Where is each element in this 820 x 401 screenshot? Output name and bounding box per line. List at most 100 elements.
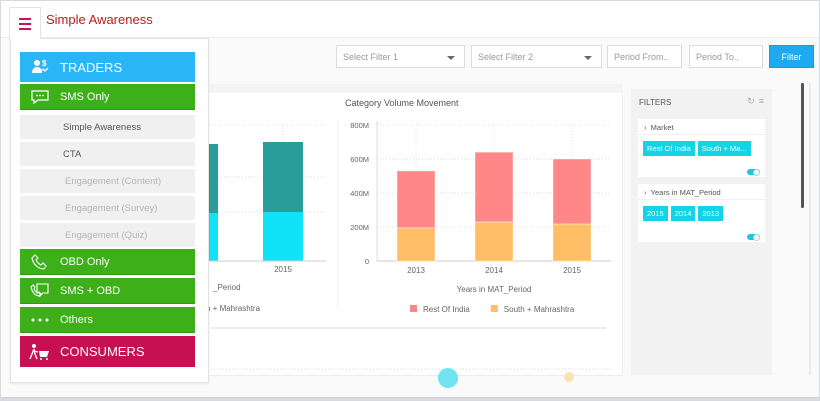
filters-panel: FILTERS ↻ ≡ › Market Rest Of India South…	[631, 89, 772, 375]
filter-card-title: Years in MAT_Period	[650, 188, 721, 197]
left-x-tick: 2015	[274, 265, 292, 274]
legend-swatch	[410, 305, 417, 312]
menu-item-traders[interactable]: $ TRADERS	[20, 52, 195, 82]
left-legend-text: h + Mahrashtra	[206, 304, 261, 313]
menu-item-label: Engagement (Content)	[65, 175, 162, 187]
filter1-placeholder: Select Filter 1	[343, 52, 399, 62]
filter2-placeholder: Select Filter 2	[478, 52, 534, 62]
chart-title: Category Volume Movement	[345, 98, 459, 108]
left-axis-title: _Period	[212, 283, 241, 292]
menu-item-sms-obd[interactable]: SMS + OBD	[20, 278, 195, 304]
bar-segment	[552, 158, 592, 225]
phone-chat-icon	[20, 282, 60, 300]
menu-item-label: SMS Only	[60, 90, 110, 103]
y-tick-label: 800M	[350, 121, 369, 130]
chevron-down-icon	[584, 56, 592, 60]
menu-item-engagement-content[interactable]: Engagement (Content)	[20, 169, 195, 193]
bubble-point	[564, 372, 574, 382]
period-to-placeholder: Period To..	[696, 52, 739, 62]
x-tick-label: 2013	[407, 266, 425, 275]
more-dots-icon	[20, 317, 60, 323]
menu-item-obd-only[interactable]: OBD Only	[20, 249, 195, 275]
menu-item-others[interactable]: Others	[20, 307, 195, 333]
svg-text:$: $	[42, 59, 47, 68]
menu-item-label: CONSUMERS	[60, 344, 145, 359]
menu-item-label: SMS + OBD	[60, 284, 121, 297]
filter-chip[interactable]: 2013	[698, 206, 724, 221]
legend-swatch	[490, 305, 498, 312]
left-bar-light	[206, 213, 218, 261]
navigation-menu: $ TRADERS SMS Only Simple Awareness CTA …	[10, 38, 209, 383]
y-tick-label: 600M	[350, 155, 369, 164]
bar-segment	[474, 151, 514, 223]
left-bar-dark	[206, 144, 218, 213]
top-bar: Simple Awareness	[1, 1, 819, 38]
years-toggle[interactable]	[747, 233, 760, 241]
period-to-input[interactable]: Period To..	[689, 45, 763, 68]
bottom-chart-partial	[211, 327, 613, 388]
menu-item-sms-only[interactable]: SMS Only	[20, 84, 195, 110]
y-tick-label: 0	[365, 257, 369, 266]
menu-item-label: Engagement (Quiz)	[65, 229, 148, 241]
menu-item-label: Others	[60, 313, 94, 326]
menu-item-cta[interactable]: CTA	[20, 142, 195, 166]
filter-chip[interactable]: 2015	[643, 206, 668, 221]
filter-card-header[interactable]: › Market	[638, 119, 765, 135]
filter-chip[interactable]: 2014	[670, 206, 696, 221]
filter1-select[interactable]: Select Filter 1	[336, 45, 465, 68]
menu-item-engagement-quiz[interactable]: Engagement (Quiz)	[20, 223, 195, 247]
menu-item-engagement-survey[interactable]: Engagement (Survey)	[20, 196, 195, 220]
legend-label: South + Mahrashtra	[504, 305, 575, 314]
x-tick-label: 2015	[563, 266, 581, 275]
scrollbar-track	[809, 83, 811, 375]
filter2-select[interactable]: Select Filter 2	[471, 45, 602, 68]
filter-chip[interactable]: Rest Of India	[643, 141, 695, 156]
filter-chip[interactable]: South + Ma...	[697, 141, 751, 156]
traders-icon: $	[20, 58, 60, 76]
period-from-input[interactable]: Period From..	[607, 45, 682, 68]
category-volume-chart: 0 200M 400M 600M 800M 2013 2014 2015 Years in MA…	[350, 121, 611, 314]
bar-segment	[552, 223, 592, 262]
market-toggle[interactable]	[747, 168, 760, 176]
page-title: Simple Awareness	[46, 12, 153, 27]
hamburger-icon	[19, 16, 31, 31]
bar-segment	[474, 221, 514, 262]
filter-card-title: Market	[650, 123, 674, 132]
x-axis-title: Years in MAT_Period	[457, 285, 532, 294]
period-from-placeholder: Period From..	[614, 52, 669, 62]
filter-button[interactable]: Filter	[769, 45, 814, 68]
list-icon[interactable]: ≡	[758, 96, 764, 106]
bar-segment	[396, 170, 436, 229]
menu-item-label: Simple Awareness	[63, 121, 141, 133]
content-header-strip	[11, 84, 623, 93]
shopping-cart-person-icon	[20, 343, 60, 361]
refresh-icon[interactable]: ↻	[747, 96, 755, 106]
menu-item-label: TRADERS	[60, 59, 123, 75]
menu-toggle-button[interactable]	[9, 7, 41, 39]
filter-card-market: › Market Rest Of India South + Ma...	[638, 119, 765, 177]
filter-card-header[interactable]: › Years in MAT_Period	[638, 184, 765, 200]
y-tick-label: 400M	[350, 189, 369, 198]
filters-title: FILTERS	[639, 98, 672, 107]
chat-bubble-icon	[20, 89, 60, 105]
legend-label: Rest Of India	[423, 305, 470, 314]
bar-segment	[396, 227, 436, 262]
y-tick-label: 200M	[350, 223, 369, 232]
left-chart-partial: 2015 _Period h + Mahrashtra	[206, 119, 339, 313]
left-bar-2015-dark	[263, 142, 303, 212]
menu-item-label: OBD Only	[60, 255, 110, 268]
scrollbar[interactable]	[801, 83, 804, 373]
menu-item-consumers[interactable]: CONSUMERS	[20, 336, 195, 367]
phone-icon	[20, 253, 60, 271]
left-bar-2015-light	[263, 212, 303, 261]
x-tick-label: 2014	[485, 266, 503, 275]
menu-item-simple-awareness[interactable]: Simple Awareness	[20, 115, 195, 139]
filter-card-years: › Years in MAT_Period 2015 2014 2013	[638, 184, 765, 242]
menu-item-label: CTA	[63, 148, 82, 160]
menu-item-label: Engagement (Survey)	[65, 202, 158, 214]
chevron-down-icon	[447, 56, 455, 60]
bubble-point	[438, 368, 458, 388]
scrollbar-thumb[interactable]	[801, 83, 804, 208]
